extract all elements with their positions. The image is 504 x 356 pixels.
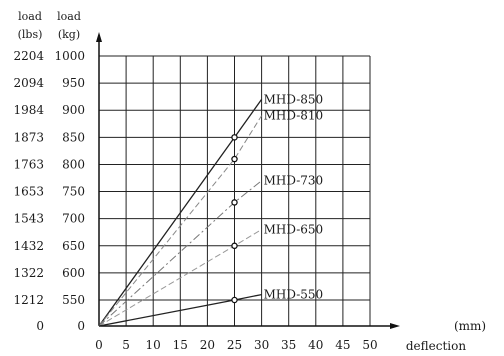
series-label: MHD-650 — [264, 223, 324, 237]
y-tick-label-lbs: 1322 — [13, 266, 44, 280]
x-tick-label: 5 — [122, 338, 130, 352]
series-label: MHD-850 — [264, 92, 324, 106]
x-tick-label: 15 — [173, 338, 188, 352]
y-tick-label-lbs: 0 — [36, 319, 44, 333]
x-tick-label: 45 — [335, 338, 350, 352]
y-tick-label-kg: 550 — [62, 293, 85, 307]
x-tick-label: 40 — [308, 338, 323, 352]
x-tick-label: 30 — [254, 338, 269, 352]
x-tick-label: 0 — [95, 338, 103, 352]
y-tick-label-lbs: 2094 — [13, 76, 44, 90]
y-header-kg-top: load — [57, 10, 81, 23]
series-marker — [231, 134, 238, 141]
x-unit-label: (mm) — [454, 319, 486, 333]
y-tick-label-kg: 850 — [62, 130, 85, 144]
x-axis-arrow — [390, 323, 400, 329]
y-tick-label-kg: 600 — [62, 266, 85, 280]
y-tick-label-lbs: 1543 — [13, 212, 44, 226]
series-labels: MHD-850 MHD-810 MHD-730 MHD-650 MHD-550 — [264, 92, 324, 301]
series-label: MHD-550 — [264, 288, 324, 302]
y-header-lbs-bottom: (lbs) — [18, 28, 43, 41]
x-tick-label: 20 — [200, 338, 215, 352]
series-marker — [231, 296, 238, 304]
x-tick-label: 35 — [281, 338, 296, 352]
y-header-kg-bottom: (kg) — [58, 28, 80, 41]
y-tick-label-kg: 900 — [62, 103, 85, 117]
y-tick-label-kg: 750 — [62, 185, 85, 199]
x-axis-label: deflection — [406, 339, 466, 353]
axes — [96, 32, 400, 329]
x-tick-label: 50 — [362, 338, 377, 352]
y-tick-label-kg: 800 — [62, 157, 85, 171]
y-tick-label-lbs: 2204 — [13, 49, 44, 63]
x-tick-label: 25 — [227, 338, 242, 352]
series-marker — [231, 242, 238, 250]
series-marker — [231, 199, 238, 206]
y-tick-label-kg: 1000 — [54, 49, 85, 63]
y-tick-label-lbs: 1763 — [13, 157, 44, 171]
series-label: MHD-730 — [264, 174, 324, 188]
y-tick-label-kg: 700 — [62, 212, 85, 226]
y-tick-label-kg: 950 — [62, 76, 85, 90]
y-tick-label-kg: 0 — [77, 319, 85, 333]
y-tick-label-lbs: 1653 — [13, 185, 44, 199]
y-tick-label-lbs: 1212 — [13, 293, 44, 307]
series-label: MHD-810 — [264, 109, 324, 123]
y-tick-label-kg: 650 — [62, 239, 85, 253]
tick-labels: 0 5 10 15 20 25 30 35 40 45 5000550121260013226501… — [13, 49, 377, 352]
series-markers — [231, 134, 238, 304]
y-tick-label-lbs: 1873 — [13, 130, 44, 144]
y-header-lbs-top: load — [18, 10, 42, 23]
x-tick-label: 10 — [146, 338, 161, 352]
y-tick-label-lbs: 1984 — [13, 103, 44, 117]
series-marker — [231, 155, 238, 163]
y-axis-arrow — [96, 32, 102, 42]
grid — [99, 55, 371, 326]
y-tick-label-lbs: 1432 — [13, 239, 44, 253]
